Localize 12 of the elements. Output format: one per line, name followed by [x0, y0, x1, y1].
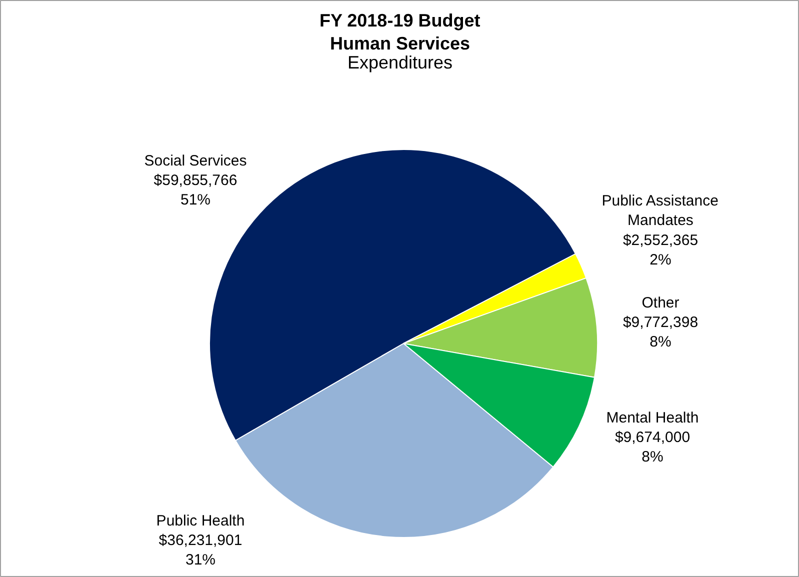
slice-label: Public Assistance Mandates — [602, 192, 718, 230]
slice-label: Other — [642, 294, 680, 312]
slice-label: Social Services — [144, 152, 247, 170]
data-label: $2,552,365 2% — [622, 232, 698, 268]
slice-label: Public Health — [156, 512, 245, 530]
chart-title: FY 2018-19 Budget Human Services — [319, 10, 480, 54]
chart-subtitle: Expenditures — [347, 52, 453, 72]
data-label: $9,772,398 8% — [622, 314, 698, 351]
data-label: $9,674,000 8% — [614, 429, 690, 466]
data-label: $59,855,766 51% — [154, 172, 238, 209]
data-label: $36,231,901 31% — [158, 532, 242, 569]
slice-label: Mental Health — [606, 409, 699, 426]
